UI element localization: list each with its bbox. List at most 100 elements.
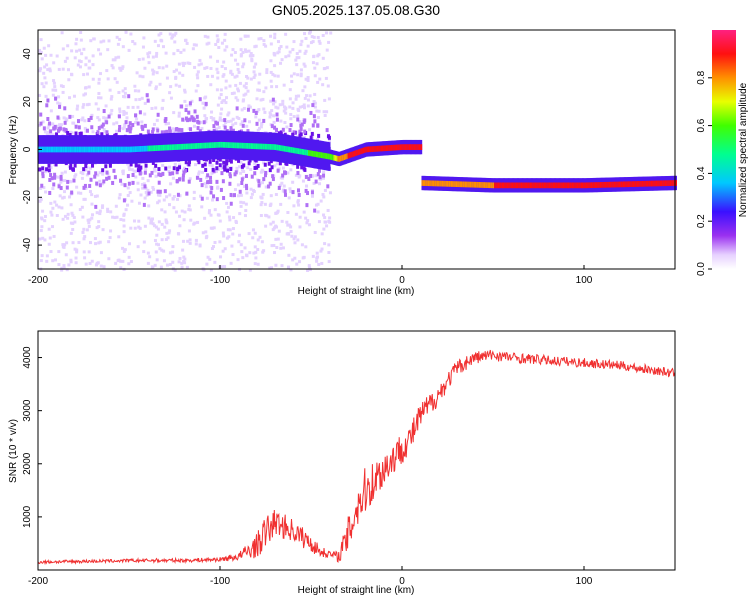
spectrogram-cell [264, 224, 268, 228]
spectrogram-cell [127, 48, 131, 52]
spectrogram-cell [473, 181, 476, 188]
spectrogram-cell [304, 245, 308, 249]
spectrogram-cell [233, 58, 237, 62]
spectrogram-cell [205, 42, 209, 46]
spectrogram-cell [148, 255, 152, 259]
spectrogram-cell [176, 48, 180, 52]
spectrogram-cell [46, 146, 49, 153]
spectrogram-cell [146, 55, 150, 59]
spectrogram-cell [156, 243, 160, 247]
spectrogram-cell [208, 257, 212, 261]
spectrogram-cell [222, 165, 226, 170]
spectrogram-cell [652, 180, 655, 187]
spectrogram-cell [180, 265, 184, 269]
spectrogram-cell [79, 38, 83, 42]
spectrogram-cell [385, 145, 388, 152]
spectrogram-cell [491, 182, 494, 189]
spectrogram-cell [125, 146, 128, 153]
spectrogram-cell [114, 261, 118, 265]
spectrogram-cell [72, 146, 75, 153]
spectrogram-cell [115, 146, 118, 153]
spectrogram-cell [120, 146, 123, 153]
spectrogram-cell [98, 209, 102, 213]
spectrogram-cell [318, 151, 321, 158]
spectrogram-cell [239, 48, 243, 52]
spectrogram-cell [150, 145, 153, 152]
spectrogram-cell [305, 149, 308, 156]
spectrogram-cell [72, 94, 76, 98]
spectrogram-cell [138, 171, 142, 176]
spectrogram-cell [259, 203, 263, 207]
spectrogram-cell [659, 180, 662, 187]
spectrogram-cell [203, 34, 207, 38]
spectrogram-cell [575, 182, 578, 189]
spectrogram-cell [49, 201, 53, 205]
spectrogram-cell [285, 161, 289, 166]
spectrogram-cell [206, 74, 210, 78]
spectrogram-cell [137, 225, 141, 229]
spectrogram-cell [249, 77, 253, 81]
spectrogram-cell [316, 172, 320, 177]
spectrogram-cell [68, 165, 72, 170]
spectrogram-cell [115, 215, 119, 219]
spectrogram-cell [49, 109, 53, 113]
spectrogram-cell [297, 148, 300, 155]
spectrogram-cell [564, 182, 567, 189]
spectrogram-cell [121, 45, 125, 49]
spectrogram-cell [60, 206, 64, 210]
spectrogram-cell [399, 144, 402, 151]
spectrogram-cell [252, 251, 256, 255]
spectrogram-cell [231, 123, 235, 127]
spectrogram-cell [46, 98, 50, 103]
spectrogram-cell [42, 186, 46, 190]
spectrogram-cell [316, 54, 320, 58]
spectrogram-cell [263, 202, 267, 206]
spectrogram-cell [90, 113, 94, 117]
spectrogram-cell [126, 193, 130, 197]
spectrogram-cell [171, 33, 175, 37]
spectrogram-cell [233, 51, 237, 55]
spectrogram-cell [369, 146, 372, 153]
spectrogram-cell [276, 74, 280, 78]
spectrogram-cell [231, 117, 235, 121]
spectrogram-cell [206, 255, 210, 259]
spectrogram-cell [210, 247, 214, 251]
spectrogram-cell [168, 263, 172, 267]
spectrogram-cell [525, 182, 528, 189]
spectrogram-cell [617, 181, 620, 188]
spectrogram-cell [87, 224, 91, 228]
spectrogram-cell [46, 116, 50, 121]
spectrogram-cell [161, 98, 165, 102]
spectrogram-cell [199, 194, 203, 198]
spectrogram-cell [305, 184, 309, 188]
spectrogram-cell [266, 143, 269, 150]
spectrogram-cell [296, 238, 300, 242]
spectrogram-cell [311, 103, 315, 108]
spectrogram-cell [175, 178, 179, 183]
spectrogram-cell [317, 220, 321, 224]
spectrogram-cell [303, 85, 307, 89]
spectrogram-cell [90, 213, 94, 217]
spectrogram-cell [46, 68, 50, 72]
spectrogram-cell [128, 146, 131, 153]
spectrogram-cell [284, 192, 288, 197]
spectrogram-cell [41, 120, 45, 124]
spectrogram-cell [71, 221, 75, 225]
spectrogram-cell [167, 231, 171, 235]
spectrogram-cell [142, 182, 146, 186]
spectrogram-cell [296, 73, 300, 77]
spectrogram-cell [504, 182, 507, 189]
x-tick-label: 100 [576, 275, 593, 286]
spectrogram-cell [91, 77, 95, 81]
spectrogram-cell [255, 97, 259, 101]
spectrogram-cell [63, 59, 67, 63]
spectrogram-cell [205, 176, 209, 180]
spectrogram-cell [55, 146, 58, 153]
spectrogram-cell [245, 124, 249, 128]
spectrogram-cell [241, 256, 245, 260]
spectrogram-cell [209, 213, 213, 217]
spectrogram-cell [290, 80, 294, 84]
spectrogram-cell [187, 179, 191, 184]
spectrogram-cell [162, 249, 166, 253]
spectrogram-cell [66, 212, 70, 216]
